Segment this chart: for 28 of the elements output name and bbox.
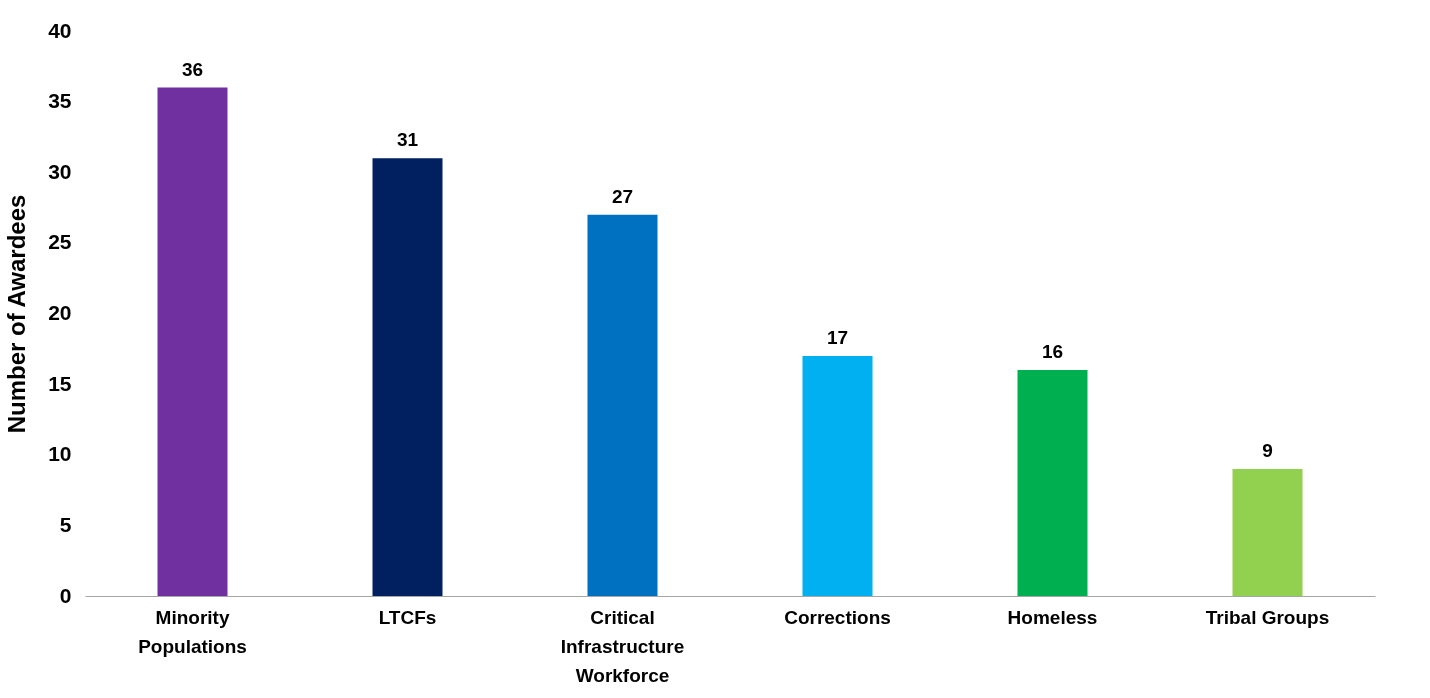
data-label: 9	[1262, 439, 1273, 461]
y-tick-label: 5	[59, 512, 72, 536]
bar	[802, 355, 873, 596]
y-tick-label: 0	[59, 583, 72, 607]
data-label: 31	[396, 129, 419, 151]
data-label: 17	[826, 326, 849, 348]
y-tick-label: 25	[48, 230, 72, 254]
y-tick-label: 10	[48, 442, 72, 466]
x-tick-label: Tribal Groups	[1205, 606, 1330, 628]
x-tick-label: Critical Infrastructure Workforce	[560, 606, 685, 686]
bar	[157, 87, 228, 596]
y-tick-label: 15	[48, 371, 72, 395]
bar	[372, 158, 443, 596]
data-label: 27	[611, 185, 634, 207]
bar	[1232, 468, 1303, 596]
y-tick-label: 40	[48, 18, 72, 42]
data-label: 16	[1041, 341, 1064, 362]
x-tick-label: Minority Populations	[138, 606, 247, 657]
y-tick-label: 20	[48, 301, 72, 324]
y-tick-label: 35	[48, 89, 72, 113]
bar	[587, 214, 658, 596]
y-tick-label: 30	[48, 159, 72, 183]
bar	[1017, 370, 1088, 596]
y-axis-title: Number of Awardees	[3, 194, 31, 434]
data-label: 36	[181, 58, 204, 80]
x-tick-label: LTCFs	[378, 606, 437, 628]
x-tick-label: Corrections	[784, 606, 891, 628]
x-tick-label: Homeless	[1007, 606, 1098, 628]
